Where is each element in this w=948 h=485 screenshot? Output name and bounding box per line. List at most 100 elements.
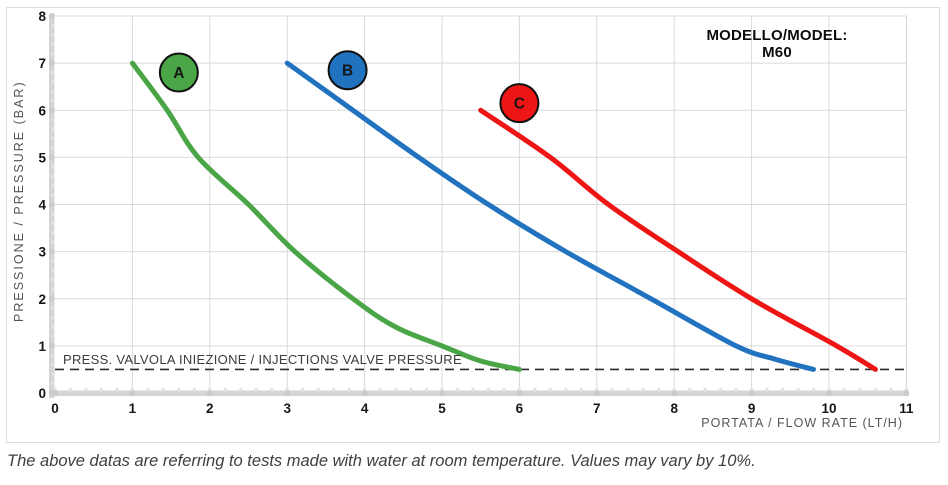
y-major-tick <box>48 13 55 19</box>
x-axis-title: PORTATA / FLOW RATE (LT/H) <box>701 416 903 430</box>
x-major-tick <box>438 390 446 397</box>
y-minor-tick <box>51 353 55 357</box>
x-major-tick <box>516 390 523 397</box>
x-axis-band <box>49 390 909 396</box>
y-minor-tick <box>51 287 55 291</box>
series-badge-letter: B <box>342 63 353 80</box>
curve-C <box>478 107 878 372</box>
x-minor-tick <box>610 387 615 392</box>
x-minor-tick <box>176 387 181 392</box>
series-badge-A: A <box>158 52 199 93</box>
injection-valve-pressure-label: PRESS. VALVOLA INIEZIONE / INJECTIONS VA… <box>63 352 462 367</box>
y-minor-tick <box>51 316 55 320</box>
x-minor-tick <box>548 387 553 392</box>
x-minor-tick <box>378 387 382 392</box>
curve-B <box>284 60 816 372</box>
y-minor-tick <box>51 240 55 244</box>
y-minor-tick <box>51 99 55 103</box>
y-tick-label: 1 <box>38 339 46 354</box>
x-minor-tick <box>68 387 73 392</box>
y-minor-tick <box>51 165 55 169</box>
x-tick-label: 2 <box>206 401 214 416</box>
y-tick-label: 3 <box>38 245 46 260</box>
x-minor-tick <box>393 387 398 392</box>
x-minor-tick <box>780 387 785 392</box>
major-tick-dots <box>48 13 910 397</box>
chart-title: MODELLO/MODEL: M60 <box>706 27 848 61</box>
curve-A <box>129 60 522 372</box>
x-minor-tick <box>455 387 460 392</box>
y-minor-tick <box>51 268 55 273</box>
y-major-tick <box>48 107 55 114</box>
x-minor-tick <box>347 387 352 392</box>
y-major-tick <box>48 342 55 349</box>
x-major-tick <box>361 390 368 397</box>
y-tick-label: 5 <box>38 150 46 165</box>
x-minor-tick <box>223 387 228 392</box>
series-badge-circle <box>158 52 199 93</box>
y-minor-tick <box>51 221 55 225</box>
x-tick-label: 0 <box>51 401 59 416</box>
y-tick-label: 6 <box>38 103 46 118</box>
x-minor-tick <box>765 387 769 392</box>
y-minor-tick <box>51 306 55 310</box>
y-minor-tick <box>51 325 55 329</box>
chart-panel: A B C 0 1 2 3 4 5 6 7 8 0 1 2 3 4 5 6 7 8 9 10 11 MODELLO/MODEL… <box>6 7 940 443</box>
x-tick-label: 7 <box>593 401 601 416</box>
y-minor-tick <box>51 381 55 386</box>
y-major-tick <box>48 390 55 396</box>
y-tick-label: 2 <box>38 292 46 307</box>
x-tick-label: 3 <box>283 401 291 416</box>
x-minor-tick <box>424 387 429 392</box>
x-tick-label: 4 <box>361 401 369 416</box>
x-minor-tick <box>687 387 692 392</box>
x-tick-label: 8 <box>670 401 678 416</box>
x-tick-label: 1 <box>129 401 137 416</box>
x-minor-tick <box>532 387 537 392</box>
x-minor-tick <box>641 387 646 392</box>
minor-tick-dots <box>51 14 909 395</box>
series-badge-B: B <box>327 50 368 91</box>
pump-curves-plot: A B C 0 1 2 3 4 5 6 7 8 0 1 2 3 4 5 6 7 8 9 10 11 <box>38 9 914 416</box>
y-major-tick <box>48 201 55 208</box>
x-tick-label: 6 <box>516 401 524 416</box>
x-tick-label: 10 <box>821 401 836 416</box>
series-badge-circle <box>499 83 540 124</box>
x-minor-tick <box>734 387 739 392</box>
y-minor-tick <box>51 89 55 93</box>
x-minor-tick <box>502 387 506 392</box>
x-minor-tick <box>625 387 630 392</box>
y-major-tick <box>48 295 55 302</box>
x-minor-tick <box>579 387 584 392</box>
y-minor-tick <box>51 372 55 376</box>
x-minor-tick <box>656 387 661 392</box>
y-minor-tick <box>51 23 55 28</box>
y-minor-tick <box>51 118 55 122</box>
x-minor-tick <box>269 387 274 392</box>
y-tick-label: 4 <box>38 198 46 213</box>
series-badge-letter: C <box>514 96 525 113</box>
y-minor-tick <box>51 363 55 367</box>
x-minor-tick <box>192 387 197 392</box>
x-minor-tick <box>842 387 847 392</box>
y-minor-tick <box>51 127 55 131</box>
x-major-tick <box>593 390 600 397</box>
x-minor-tick <box>409 387 413 392</box>
y-minor-tick <box>51 42 55 46</box>
y-minor-tick <box>51 193 55 197</box>
x-minor-tick <box>300 387 305 392</box>
y-tick-label: 0 <box>38 386 46 401</box>
x-minor-tick <box>99 387 104 392</box>
y-minor-tick <box>51 33 55 37</box>
x-minor-tick <box>889 387 893 392</box>
x-minor-tick <box>84 387 88 392</box>
series-badge-circle <box>327 50 368 91</box>
y-major-tick <box>48 60 55 67</box>
y-tick-label: 7 <box>38 56 46 71</box>
y-minor-tick <box>51 212 55 216</box>
y-minor-tick <box>51 278 55 282</box>
x-tick-label: 9 <box>748 401 756 416</box>
x-minor-tick <box>115 387 119 392</box>
x-major-tick <box>284 390 291 397</box>
